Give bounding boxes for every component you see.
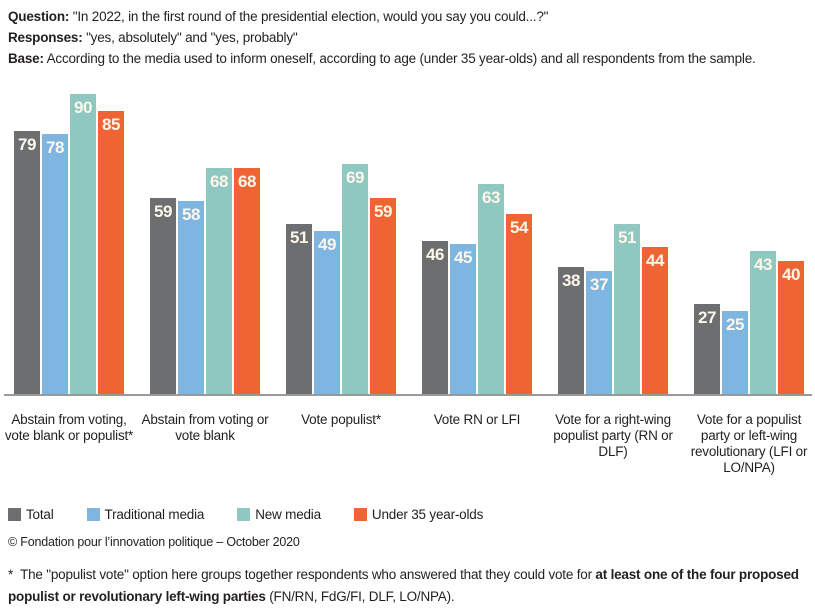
base-text: According to the media used to inform on…: [43, 51, 756, 66]
bar-new-media: 43: [750, 251, 776, 394]
bar-value-label: 79: [18, 135, 36, 154]
legend: Total Traditional media New media Under 35 …: [8, 507, 483, 522]
legend-item-new-media: New media: [237, 507, 321, 522]
bar-group-6: 27 25 43 40: [694, 251, 804, 394]
bar-value-label: 25: [726, 315, 744, 334]
bar-total: 59: [150, 198, 176, 394]
bar-value-label: 27: [698, 308, 716, 327]
footnote: * The "populist vote" option here groups …: [8, 564, 805, 608]
bar-group-1: 79 78 90 85: [14, 94, 124, 394]
category-label-1: Abstain from voting, vote blank or popul…: [4, 412, 134, 443]
bar-group-5: 38 37 51 44: [558, 224, 668, 394]
question-text: "In 2022, in the first round of the pres…: [69, 9, 549, 24]
copyright-text: © Fondation pour l’innovation politique …: [8, 535, 300, 549]
bar-traditional-media: 37: [586, 271, 612, 394]
bar-group-3: 51 49 69 59: [286, 164, 396, 394]
bar-traditional-media: 45: [450, 244, 476, 394]
bar-value-label: 40: [782, 265, 800, 284]
legend-item-traditional-media: Traditional media: [86, 507, 205, 522]
base-line: Base: According to the media used to inf…: [8, 48, 807, 69]
bar-value-label: 46: [426, 245, 444, 264]
question-line: Question: "In 2022, in the first round o…: [8, 6, 807, 27]
bar-value-label: 49: [318, 235, 336, 254]
bar-traditional-media: 25: [722, 311, 748, 394]
bar-under-35-year-olds: 85: [98, 111, 124, 394]
bar-new-media: 90: [70, 94, 96, 394]
category-label-4: Vote RN or LFI: [433, 412, 521, 427]
category-label-2: Abstain from voting or vote blank: [141, 412, 269, 443]
bar-value-label: 59: [374, 202, 392, 221]
legend-label: New media: [255, 507, 321, 522]
question-label: Question:: [8, 9, 70, 24]
responses-text: "yes, absolutely" and "yes, probably": [82, 30, 298, 45]
bar-under-35-year-olds: 54: [506, 214, 532, 394]
footnote-text-pre: The "populist vote" option here groups t…: [20, 567, 596, 582]
bar-value-label: 51: [290, 228, 308, 247]
category-label-3: Vote populist*: [301, 412, 381, 427]
legend-swatch-icon: [8, 508, 21, 521]
bar-total: 46: [422, 241, 448, 394]
bar-under-35-year-olds: 44: [642, 247, 668, 394]
bar-new-media: 63: [478, 184, 504, 394]
chart-header: Question: "In 2022, in the first round o…: [8, 6, 807, 69]
bar-value-label: 69: [346, 168, 364, 187]
legend-item-under-35-year-olds: Under 35 year-olds: [353, 507, 484, 522]
bar-value-label: 59: [154, 202, 172, 221]
bar-traditional-media: 78: [42, 134, 68, 394]
footnote-text-post: (FN/RN, FdG/FI, DLF, LO/NPA).: [265, 589, 455, 604]
legend-swatch-icon: [353, 508, 367, 521]
bar-total: 27: [694, 304, 720, 394]
bar-new-media: 68: [206, 168, 232, 394]
bar-group-2: 59 58 68 68: [150, 168, 260, 394]
bar-value-label: 78: [46, 138, 64, 157]
bar-value-label: 90: [74, 98, 92, 117]
bar-value-label: 85: [102, 115, 120, 134]
legend-swatch-icon: [237, 508, 251, 521]
bar-value-label: 54: [510, 218, 528, 237]
bar-value-label: 45: [454, 248, 472, 267]
bar-value-label: 68: [210, 172, 228, 191]
bar-under-35-year-olds: 68: [234, 168, 260, 394]
bar-under-35-year-olds: 40: [778, 261, 804, 394]
legend-label: Total: [26, 507, 54, 522]
category-label-6: Vote for a populist party or left-wing r…: [690, 412, 808, 475]
responses-label: Responses:: [8, 30, 83, 45]
base-label: Base:: [8, 51, 44, 66]
bar-value-label: 63: [482, 188, 500, 207]
bar-group-4: 46 45 63 54: [422, 184, 532, 394]
bar-new-media: 51: [614, 224, 640, 394]
legend-swatch-icon: [86, 508, 100, 521]
bar-value-label: 51: [618, 228, 636, 247]
bar-traditional-media: 58: [178, 201, 204, 394]
bar-value-label: 38: [562, 271, 580, 290]
bar-total: 79: [14, 131, 40, 394]
footnote-marker: *: [8, 567, 14, 582]
plot-area: 79 78 90 85 59 58 68 68 51 49 69 59 46 45 63 54 38 37 51 44…: [4, 63, 812, 396]
bar-value-label: 44: [646, 251, 664, 270]
legend-label: Traditional media: [104, 507, 205, 522]
bar-value-label: 43: [754, 255, 772, 274]
bar-total: 51: [286, 224, 312, 394]
bar-value-label: 37: [590, 275, 608, 294]
responses-line: Responses: "yes, absolutely" and "yes, p…: [8, 27, 807, 48]
bar-value-label: 68: [238, 172, 256, 191]
footnote-text-bold: at least one of the four proposed populi…: [8, 567, 799, 604]
bar-new-media: 69: [342, 164, 368, 394]
bar-under-35-year-olds: 59: [370, 198, 396, 394]
bar-traditional-media: 49: [314, 231, 340, 394]
category-label-5: Vote for a right-wing populist party (RN…: [553, 412, 673, 459]
bar-value-label: 58: [182, 205, 200, 224]
legend-item-total: Total: [8, 507, 54, 522]
bar-total: 38: [558, 267, 584, 394]
legend-label: Under 35 year-olds: [371, 507, 484, 522]
